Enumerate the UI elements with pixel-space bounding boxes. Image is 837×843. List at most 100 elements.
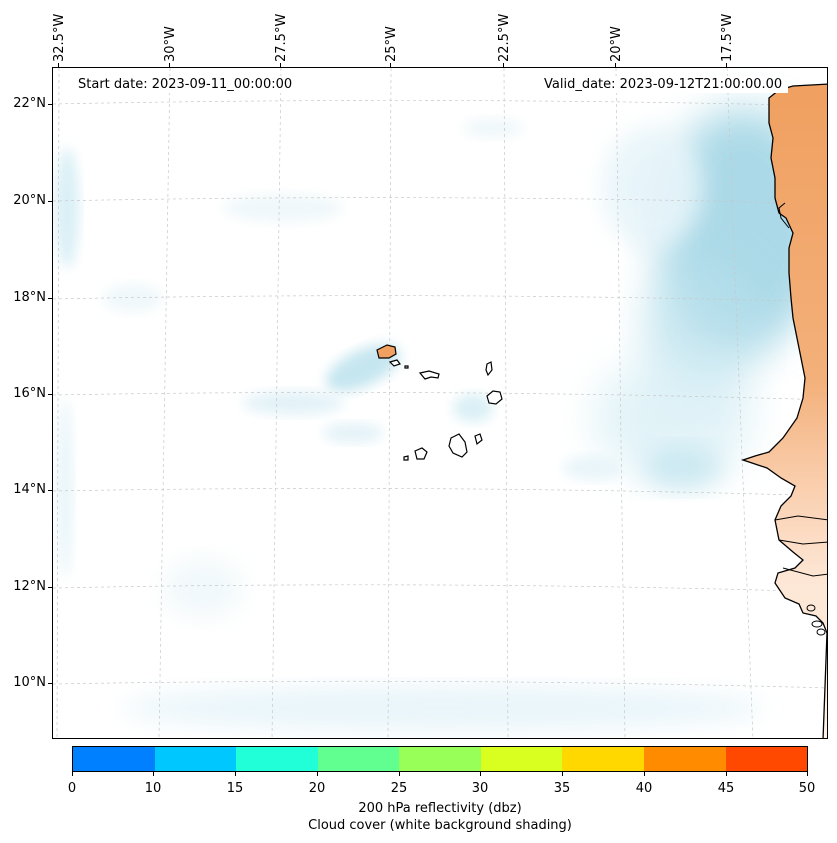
lon-tick <box>390 63 391 67</box>
colorbar-label: 200 hPa reflectivity (dbz) <box>358 801 522 816</box>
lat-label: 18°N <box>13 290 46 305</box>
island-brava <box>403 455 409 461</box>
island-sao-nicolau <box>418 370 440 380</box>
island-fogo <box>414 447 428 460</box>
cape-verde-islands <box>376 344 503 461</box>
colorbar-segment <box>562 747 644 771</box>
cloud-patch <box>57 398 73 578</box>
lon-tick <box>280 63 281 67</box>
colorbar-tick <box>726 772 727 776</box>
cloud-patch <box>223 194 343 222</box>
islet <box>806 604 816 612</box>
colorbar-tick-label: 10 <box>144 781 162 796</box>
islet <box>816 628 826 636</box>
cloud-patch <box>123 686 763 730</box>
colorbar-tick-label: 0 <box>67 781 77 796</box>
colorbar-tick <box>644 772 645 776</box>
lat-tick <box>48 587 52 588</box>
colorbar-segment <box>236 747 318 771</box>
lon-label: 27.5°W <box>274 13 289 62</box>
lon-label: 17.5°W <box>720 13 735 62</box>
graticule <box>53 68 827 738</box>
cloud-patch <box>453 394 493 422</box>
lat-label: 20°N <box>13 193 46 208</box>
colorbar-segment <box>643 747 726 771</box>
island-sal <box>485 361 493 377</box>
lon-label: 20°W <box>609 26 624 62</box>
island-maio <box>474 433 483 446</box>
colorbar-segment <box>154 747 237 771</box>
cloud-patch <box>593 358 753 478</box>
lon-tick <box>615 63 616 67</box>
cloud-patch <box>325 344 401 392</box>
lon-label: 30°W <box>163 26 178 62</box>
colorbar-tick <box>807 772 808 776</box>
valid-date-label: Valid_date: 2023-09-12T21:00:00.00 <box>538 76 789 93</box>
colorbar-tick-label: 50 <box>798 781 816 796</box>
island-sao-vicente <box>388 359 401 367</box>
lat-tick <box>48 298 52 299</box>
cloud-patch <box>463 118 523 138</box>
lat-tick <box>48 394 52 395</box>
cloud-patch <box>55 148 79 268</box>
africa-coast <box>740 83 827 738</box>
colorbar-tick-label: 40 <box>635 781 653 796</box>
bay-detail <box>778 202 790 229</box>
bissagos-coast <box>782 567 827 577</box>
map-panel <box>52 67 828 739</box>
lat-tick <box>48 104 52 105</box>
cloud-patch <box>323 423 383 443</box>
island-santa-luzia <box>404 365 409 369</box>
lat-tick <box>48 683 52 684</box>
colorbar-segment <box>73 747 155 771</box>
cloud-patch <box>243 391 343 415</box>
cloud-patch <box>163 558 243 618</box>
cloud-patch <box>603 128 703 248</box>
colorbar-sublabel: Cloud cover (white background shading) <box>308 818 572 833</box>
lon-label: 25°W <box>384 26 399 62</box>
colorbar-tick <box>399 772 400 776</box>
colorbar-tick-label: 15 <box>226 781 244 796</box>
colorbar-segment <box>725 747 808 771</box>
lat-label: 22°N <box>13 96 46 111</box>
gambia-river <box>774 515 827 521</box>
colorbar-tick-label: 35 <box>553 781 571 796</box>
map-canvas <box>53 68 827 738</box>
island-santo-antao <box>376 344 397 359</box>
start-date-label: Start date: 2023-09-11_00:00:00 <box>72 76 299 93</box>
lon-tick <box>58 63 59 67</box>
cloud-patch <box>643 446 723 490</box>
island-santiago <box>448 433 468 458</box>
lon-label: 22.5°W <box>497 13 512 62</box>
lon-tick <box>169 63 170 67</box>
colorbar-tick <box>562 772 563 776</box>
colorbar-segment <box>399 747 481 771</box>
island-boa-vista <box>486 390 503 405</box>
lon-tick <box>726 63 727 67</box>
colorbar-segment <box>317 747 400 771</box>
lat-label: 14°N <box>13 482 46 497</box>
colorbar-tick <box>72 772 73 776</box>
colorbar <box>72 746 808 772</box>
lat-label: 16°N <box>13 386 46 401</box>
islet <box>811 620 823 628</box>
lon-tick <box>503 63 504 67</box>
lat-label: 10°N <box>13 675 46 690</box>
colorbar-tick <box>153 772 154 776</box>
colorbar-tick <box>235 772 236 776</box>
lat-tick <box>48 201 52 202</box>
lon-label: 32.5°W <box>52 13 67 62</box>
colorbar-tick <box>317 772 318 776</box>
colorbar-tick-label: 45 <box>717 781 735 796</box>
lat-tick <box>48 490 52 491</box>
cloud-patch <box>103 284 163 312</box>
cloud-cover-shading <box>55 108 827 730</box>
cloud-patch <box>563 456 623 480</box>
casamance-coast <box>778 539 827 545</box>
colorbar-tick-label: 20 <box>308 781 326 796</box>
colorbar-tick-label: 25 <box>390 781 408 796</box>
colorbar-tick <box>480 772 481 776</box>
colorbar-segment <box>480 747 563 771</box>
colorbar-tick-label: 30 <box>471 781 489 796</box>
lat-label: 12°N <box>13 579 46 594</box>
